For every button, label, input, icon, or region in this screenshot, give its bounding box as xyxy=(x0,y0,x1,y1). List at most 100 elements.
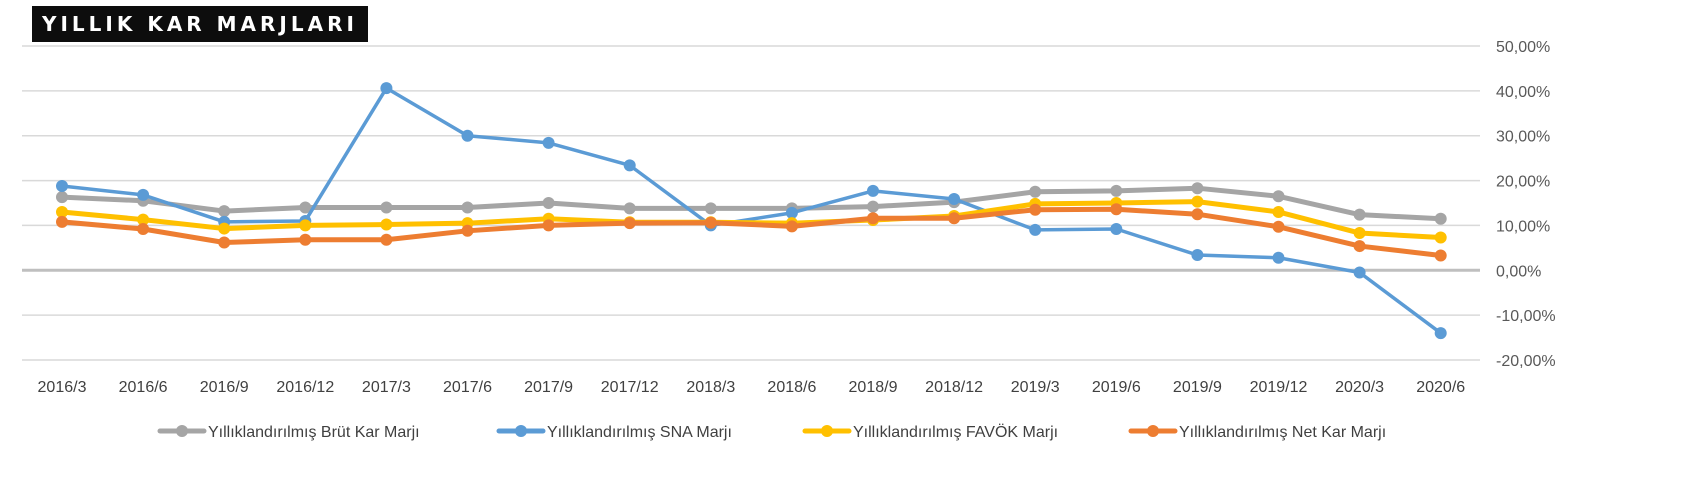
legend: Yıllıklandırılmış Brüt Kar Marjı Yıllıkla… xyxy=(157,423,1386,441)
legend-swatch-marker xyxy=(176,425,188,437)
legend-swatch-marker xyxy=(821,425,833,437)
x-axis-labels: 2016/3 2016/6 2016/9 2016/12 2017/3 2017/6 201… xyxy=(38,379,1466,396)
x-tick-label: 2016/12 xyxy=(276,379,334,396)
data-point xyxy=(1272,205,1285,218)
data-point xyxy=(867,184,879,197)
y-tick-label: 0,00% xyxy=(1496,263,1541,280)
data-point xyxy=(218,236,231,249)
data-point xyxy=(1191,249,1204,262)
data-point xyxy=(461,129,474,142)
data-point xyxy=(785,206,798,219)
legend-label: Yıllıklandırılmış SNA Marjı xyxy=(547,424,732,441)
data-point xyxy=(1353,266,1366,279)
data-point xyxy=(137,223,150,236)
x-tick-label: 2018/6 xyxy=(767,379,816,396)
series-line xyxy=(60,86,1443,335)
data-point xyxy=(1353,240,1366,253)
y-tick-label: 10,00% xyxy=(1496,218,1550,235)
y-tick-label: 20,00% xyxy=(1496,174,1550,191)
data-point xyxy=(542,136,555,149)
x-tick-label: 2020/6 xyxy=(1416,379,1465,396)
data-point xyxy=(1110,223,1123,236)
x-tick-label: 2016/6 xyxy=(119,379,168,396)
data-point xyxy=(623,217,636,230)
data-point xyxy=(461,224,474,237)
data-point xyxy=(380,233,393,246)
x-tick-label: 2018/9 xyxy=(849,379,898,396)
data-point xyxy=(542,197,555,209)
data-point xyxy=(56,215,68,228)
data-point xyxy=(1191,195,1204,208)
y-tick-label: 30,00% xyxy=(1496,129,1550,146)
data-point xyxy=(1272,190,1285,203)
data-point xyxy=(1272,251,1285,264)
legend-swatch-marker xyxy=(515,425,527,437)
y-axis-labels: 50,00% 40,00% 30,00% 20,00% 10,00% 0,00% -10,0… xyxy=(1496,39,1556,370)
chart-title: YILLIK KAR MARJLARI xyxy=(42,12,358,36)
data-point xyxy=(380,218,393,231)
data-point xyxy=(56,179,68,192)
data-point xyxy=(1434,231,1447,244)
data-point xyxy=(1353,227,1366,240)
data-point xyxy=(137,213,150,226)
legend-label: Yıllıklandırılmış Net Kar Marjı xyxy=(1179,424,1386,441)
x-tick-label: 2020/3 xyxy=(1335,379,1384,396)
legend-swatch-marker xyxy=(1147,425,1159,437)
data-point xyxy=(704,216,717,229)
data-point xyxy=(461,201,474,214)
data-point xyxy=(1191,208,1204,221)
x-tick-label: 2019/6 xyxy=(1092,379,1141,396)
data-point xyxy=(299,233,312,246)
data-point xyxy=(1434,327,1447,340)
x-tick-label: 2018/3 xyxy=(686,379,735,396)
legend-item: Yıllıklandırılmış Net Kar Marjı xyxy=(1128,424,1386,441)
y-tick-label: 50,00% xyxy=(1496,39,1550,56)
data-point xyxy=(948,192,961,205)
data-point xyxy=(542,219,555,232)
data-point xyxy=(1029,203,1042,216)
x-tick-label: 2016/3 xyxy=(38,379,87,396)
y-tick-label: -20,00% xyxy=(1496,353,1556,370)
legend-item: Yıllıklandırılmış FAVÖK Marjı xyxy=(802,423,1058,441)
data-point xyxy=(785,220,798,233)
data-point xyxy=(1029,223,1042,236)
series-4 xyxy=(56,203,1447,262)
x-tick-label: 2017/3 xyxy=(362,379,411,396)
data-point xyxy=(218,222,231,235)
data-point xyxy=(948,212,961,225)
x-tick-label: 2017/12 xyxy=(601,379,659,396)
chart-title-box: YILLIK KAR MARJLARI xyxy=(32,6,368,42)
gridlines xyxy=(22,45,1480,361)
data-point xyxy=(1110,184,1123,197)
data-point xyxy=(56,205,68,218)
x-tick-label: 2019/12 xyxy=(1250,379,1308,396)
legend-item: Yıllıklandırılmış Brüt Kar Marjı xyxy=(157,424,420,441)
data-point xyxy=(1191,182,1204,195)
data-point xyxy=(299,201,312,214)
data-point xyxy=(56,191,68,204)
legend-label: Yıllıklandırılmış FAVÖK Marjı xyxy=(853,423,1058,441)
data-point xyxy=(867,212,879,225)
data-point xyxy=(218,205,231,218)
legend-label: Yıllıklandırılmış Brüt Kar Marjı xyxy=(208,424,420,441)
data-point xyxy=(623,202,636,215)
x-tick-label: 2016/9 xyxy=(200,379,249,396)
y-tick-label: -10,00% xyxy=(1496,308,1556,325)
legend-item: Yıllıklandırılmış SNA Marjı xyxy=(496,424,732,441)
data-point xyxy=(380,201,393,214)
data-point xyxy=(380,82,393,95)
x-tick-label: 2019/9 xyxy=(1173,379,1222,396)
series-line xyxy=(59,206,1444,258)
data-point xyxy=(1353,208,1366,221)
data-point xyxy=(1434,212,1447,225)
x-tick-label: 2019/3 xyxy=(1011,379,1060,396)
data-point xyxy=(1434,249,1447,262)
data-point xyxy=(299,219,312,232)
data-point xyxy=(137,188,150,201)
x-tick-label: 2017/6 xyxy=(443,379,492,396)
data-point xyxy=(1272,220,1285,233)
data-point xyxy=(623,159,636,172)
series-lines xyxy=(56,82,1447,340)
data-point xyxy=(1110,203,1123,216)
